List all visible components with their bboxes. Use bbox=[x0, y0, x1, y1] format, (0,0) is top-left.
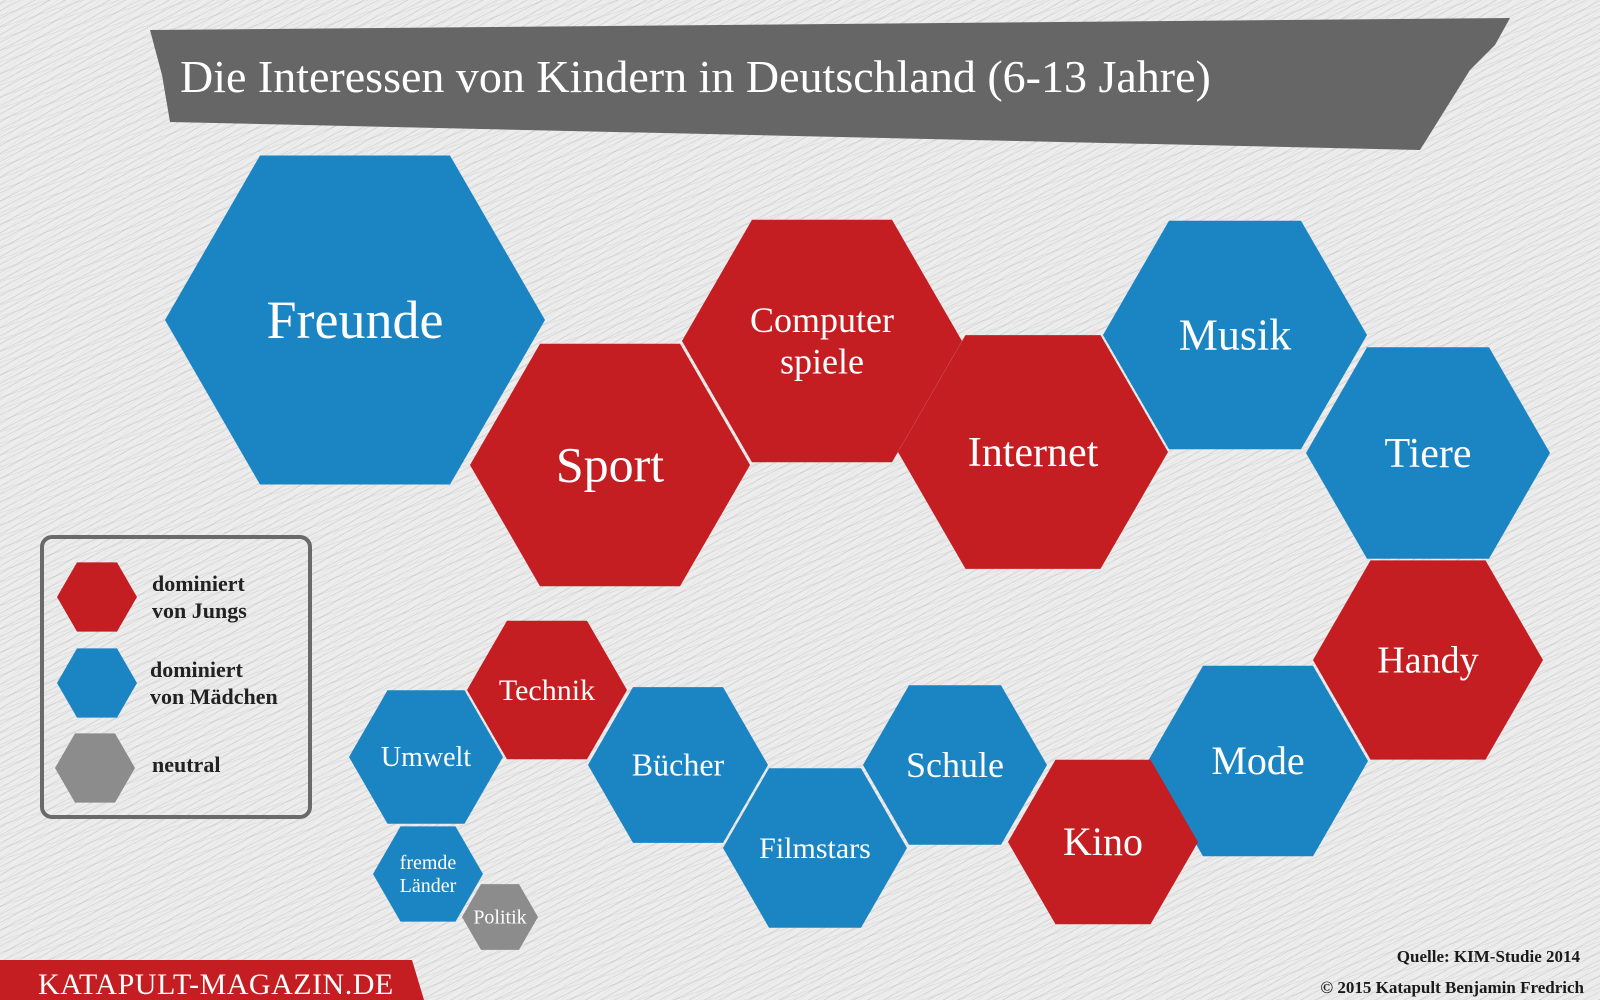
label-schule: Schule bbox=[906, 745, 1004, 785]
hexagon-politik bbox=[462, 884, 538, 950]
legend-label-maedchen: dominiert bbox=[150, 657, 244, 682]
label-technik: Technik bbox=[499, 674, 595, 707]
legend-label-jungs: dominiert bbox=[152, 571, 246, 596]
legend-label-maedchen: von Mädchen bbox=[150, 684, 278, 709]
interest-tiere: Tiere bbox=[1306, 347, 1550, 559]
interest-hexagons: FreundeSportComputerspieleInternetMusikT… bbox=[165, 155, 1550, 950]
hexagon-computerspiele bbox=[682, 219, 962, 463]
hexagon-fremde-laender bbox=[373, 826, 483, 922]
label-musik: Musik bbox=[1179, 311, 1291, 360]
interest-filmstars: Filmstars bbox=[723, 768, 907, 928]
interest-internet: Internet bbox=[898, 335, 1168, 569]
hexagon-musik bbox=[1103, 220, 1367, 450]
hexagon-internet bbox=[898, 335, 1168, 569]
brand-tag-shape bbox=[0, 960, 424, 1000]
label-fremde-laender: fremde bbox=[400, 852, 457, 874]
interest-musik: Musik bbox=[1103, 220, 1367, 450]
label-fremde-laender: Länder bbox=[400, 875, 457, 897]
interest-schule: Schule bbox=[863, 685, 1047, 845]
legend-swatch-maedchen bbox=[57, 648, 137, 718]
interest-kino: Kino bbox=[1008, 759, 1198, 925]
interest-politik: Politik bbox=[462, 884, 538, 950]
title-banner-shape bbox=[150, 18, 1510, 150]
label-filmstars: Filmstars bbox=[759, 832, 871, 865]
interest-handy: Handy bbox=[1313, 560, 1543, 760]
legend-swatch-neutral bbox=[55, 733, 135, 803]
label-computerspiele: Computer bbox=[750, 300, 894, 340]
interest-umwelt: Umwelt bbox=[349, 690, 503, 824]
legend-frame bbox=[40, 535, 312, 819]
label-internet: Internet bbox=[968, 430, 1099, 476]
label-buecher: Bücher bbox=[632, 747, 725, 783]
hexagon-umwelt bbox=[349, 690, 503, 824]
hexagon-handy bbox=[1313, 560, 1543, 760]
interest-sport: Sport bbox=[470, 343, 750, 587]
label-freunde: Freunde bbox=[267, 290, 444, 350]
legend-label-jungs: von Jungs bbox=[152, 598, 247, 623]
label-umwelt: Umwelt bbox=[381, 742, 471, 773]
legend-item-neutral: neutral bbox=[55, 733, 220, 803]
hexagon-filmstars bbox=[723, 768, 907, 928]
brand-tag[interactable]: KATAPULT-MAGAZIN.DE bbox=[0, 960, 424, 1000]
legend-label-neutral: neutral bbox=[152, 752, 220, 777]
hexagon-mode bbox=[1148, 665, 1368, 857]
brand-link[interactable]: KATAPULT-MAGAZIN.DE bbox=[38, 968, 394, 1000]
interest-freunde: Freunde bbox=[165, 155, 545, 485]
hexagon-freunde bbox=[165, 155, 545, 485]
interest-technik: Technik bbox=[467, 620, 627, 760]
hexagon-technik bbox=[467, 620, 627, 760]
source-note: Quelle: KIM-Studie 2014 bbox=[1397, 947, 1581, 966]
label-computerspiele: spiele bbox=[780, 342, 864, 382]
hexagon-tiere bbox=[1306, 347, 1550, 559]
legend-swatch-jungs bbox=[57, 562, 137, 632]
label-sport: Sport bbox=[556, 437, 664, 493]
hexagon-sport bbox=[470, 343, 750, 587]
page-title: Die Interessen von Kindern in Deutschlan… bbox=[180, 51, 1211, 102]
hexagon-schule bbox=[863, 685, 1047, 845]
label-tiere: Tiere bbox=[1384, 431, 1471, 477]
label-kino: Kino bbox=[1063, 819, 1143, 864]
hexagon-kino bbox=[1008, 759, 1198, 925]
interest-mode: Mode bbox=[1148, 665, 1368, 857]
interest-buecher: Bücher bbox=[588, 687, 768, 843]
copyright-note: © 2015 Katapult Benjamin Fredrich bbox=[1320, 978, 1584, 997]
label-handy: Handy bbox=[1377, 640, 1478, 682]
label-politik: Politik bbox=[473, 907, 526, 929]
label-mode: Mode bbox=[1211, 738, 1304, 783]
credits: Quelle: KIM-Studie 2014 © 2015 Katapult … bbox=[1320, 947, 1584, 997]
hexagon-buecher bbox=[588, 687, 768, 843]
title-banner: Die Interessen von Kindern in Deutschlan… bbox=[150, 18, 1510, 150]
